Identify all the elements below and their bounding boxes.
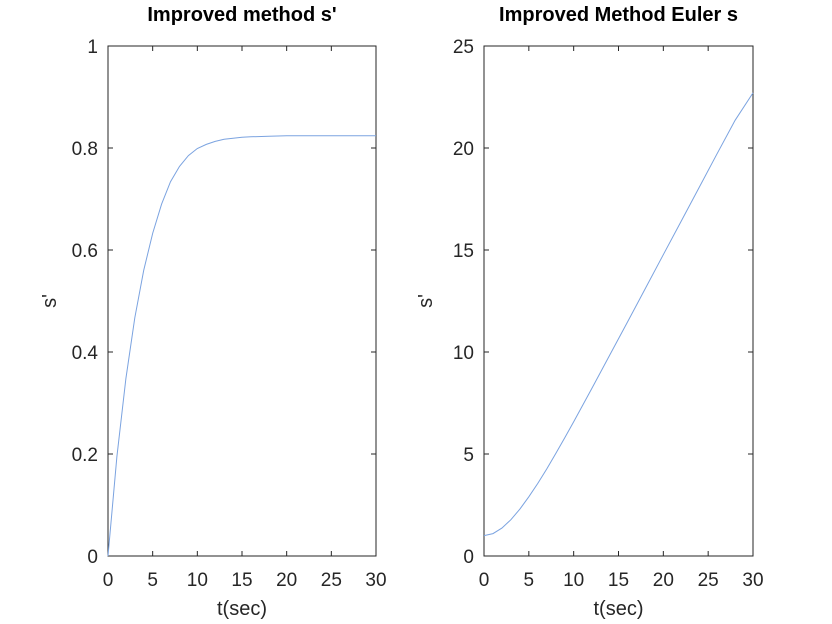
panel-1-xtick-label: 15 <box>231 570 252 591</box>
panel-1-ytick-label: 0.8 <box>72 139 98 160</box>
panel-2-xtick-label: 20 <box>653 570 674 591</box>
panel-1-series-line-1 <box>107 135 376 557</box>
panel-1-xtick-label: 0 <box>103 570 114 591</box>
panel-2-axes-box <box>483 45 754 557</box>
panel-2-xtick-label: 0 <box>479 570 490 591</box>
panel-2-ytick-label: 20 <box>453 139 474 160</box>
panel-1-ytick-label: 1 <box>87 37 98 58</box>
panel-1-xtick-label: 20 <box>276 570 297 591</box>
panel-2-ytick-label: 0 <box>463 547 474 568</box>
panel-2-xtick-label: 25 <box>698 570 719 591</box>
panel-2-series-line-1 <box>483 92 754 537</box>
panel-2-ylabel: s' <box>415 294 437 308</box>
panel-2: 0 5 10 15 20 25 30 0 5 10 15 20 25 Improved Method Eu… <box>415 4 764 620</box>
panel-1-xtick-label: 30 <box>365 570 386 591</box>
panel-1-ylabel: s' <box>39 294 61 308</box>
panel-1-ytick-label: 0.2 <box>72 445 98 466</box>
panel-2-xlabel: t(sec) <box>594 598 644 620</box>
panel-2-xtick-label: 30 <box>742 570 763 591</box>
panel-2-xtick-label: 5 <box>524 570 535 591</box>
panel-1-ytick-label: 0.6 <box>72 241 98 262</box>
panel-1-xtick-label: 25 <box>321 570 342 591</box>
panel-1-ytick-label: 0.4 <box>72 343 99 364</box>
panel-2-title: Improved Method Euler s <box>499 4 738 26</box>
panel-1-title: Improved method s' <box>147 4 336 26</box>
panel-1-ytick-label: 0 <box>87 547 98 568</box>
panel-1-xtick-label: 5 <box>147 570 158 591</box>
panel-2-xtick-label: 10 <box>563 570 584 591</box>
panel-2-ytick-label: 15 <box>453 241 474 262</box>
panel-2-xtick-label: 15 <box>608 570 629 591</box>
panel-1-xlabel: t(sec) <box>217 598 267 620</box>
panel-2-ytick-label: 25 <box>453 37 474 58</box>
panel-1: 0 5 10 15 20 25 30 0 0.2 0.4 0.6 0.8 1 Improved metho… <box>39 4 387 620</box>
panel-1-xtick-label: 10 <box>187 570 208 591</box>
panel-2-ytick-label: 5 <box>463 445 474 466</box>
panel-2-ytick-label: 10 <box>453 343 474 364</box>
panel-1-axes-box <box>107 45 377 557</box>
